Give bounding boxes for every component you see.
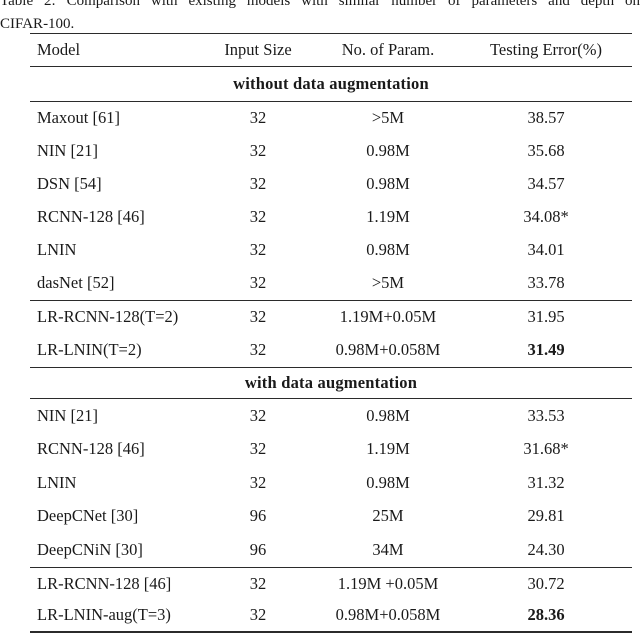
params-cell: 0.98M <box>366 174 410 194</box>
input-size-cell: 32 <box>249 108 267 128</box>
table-row: DeepCNiN [30] 96 34M 24.30 <box>30 533 632 567</box>
input-size-cell: 32 <box>249 605 267 624</box>
table-row: RCNN-128 [46] 32 1.19M 34.08* <box>30 201 632 234</box>
model-cell: LR-RCNN-128(T=2) <box>37 307 179 327</box>
input-size-cell: 32 <box>249 174 267 194</box>
params-cell: 0.98M+0.058M <box>335 340 441 360</box>
model-cell: LNIN <box>37 472 77 492</box>
table-top-rule <box>30 33 632 34</box>
params-cell: 0.98M <box>366 240 410 260</box>
table-caption-line1: Table 2: Comparison with existing models… <box>0 0 640 9</box>
table-row: dasNet [52] 32 >5M 33.78 <box>30 267 632 300</box>
model-cell: NIN [21] <box>37 141 98 161</box>
input-size-cell: 32 <box>249 207 267 227</box>
table-row: LNIN 32 0.98M 34.01 <box>30 234 632 267</box>
model-cell: RCNN-128 [46] <box>37 207 145 227</box>
header-error: Testing Error(%) <box>489 40 602 60</box>
error-cell: 35.68 <box>527 141 565 161</box>
header-model: Model <box>37 40 81 60</box>
input-size-cell: 32 <box>249 439 267 459</box>
model-cell: DeepCNet [30] <box>37 506 139 526</box>
error-cell: 34.08* <box>523 207 569 227</box>
table-row: LR-LNIN(T=2) 32 0.98M+0.058M 31.49 <box>30 334 632 367</box>
error-cell: 24.30 <box>527 539 565 559</box>
error-cell: 30.72 <box>527 573 565 593</box>
comparison-table: Model Input Size No. of Param. Testing E… <box>30 33 632 633</box>
error-cell: 31.32 <box>527 472 565 492</box>
error-cell: 34.57 <box>527 174 565 194</box>
table-row: LR-LNIN-aug(T=3) 32 0.98M+0.058M 28.36 <box>30 599 632 631</box>
input-size-cell: 32 <box>249 340 267 360</box>
error-cell: 31.68* <box>523 439 569 459</box>
params-cell: 1.19M +0.05M <box>337 573 439 593</box>
header-params: No. of Param. <box>341 40 435 60</box>
model-cell: Maxout [61] <box>37 108 120 128</box>
params-cell: >5M <box>371 273 405 293</box>
table-row: DSN [54] 32 0.98M 34.57 <box>30 168 632 201</box>
model-cell: DeepCNiN [30] <box>37 539 143 559</box>
table-row: LNIN 32 0.98M 31.32 <box>30 466 632 500</box>
section-title-without-aug: without data augmentation <box>233 73 429 93</box>
input-size-cell: 96 <box>249 506 267 526</box>
model-cell: LR-RCNN-128 [46] <box>37 573 172 593</box>
error-cell: 29.81 <box>527 506 565 526</box>
table-row: RCNN-128 [46] 32 1.19M 31.68* <box>30 432 632 466</box>
params-cell: 0.98M <box>366 141 410 161</box>
input-size-cell: 32 <box>249 240 267 260</box>
table-row: DeepCNet [30] 96 25M 29.81 <box>30 500 632 534</box>
table-row: LR-RCNN-128(T=2) 32 1.19M+0.05M 31.95 <box>30 301 632 334</box>
table-rule <box>30 100 632 102</box>
table-bottom-rule <box>30 630 632 633</box>
input-size-cell: 32 <box>249 307 267 327</box>
error-cell: 28.36 <box>527 605 565 624</box>
error-cell: 38.57 <box>527 108 565 128</box>
input-size-cell: 32 <box>249 273 267 293</box>
error-cell: 34.01 <box>527 240 565 260</box>
params-cell: 0.98M <box>366 472 410 492</box>
model-cell: NIN [21] <box>37 405 98 425</box>
params-cell: 0.98M+0.058M <box>335 605 441 624</box>
params-cell: 1.19M+0.05M <box>339 307 437 327</box>
table-rule <box>30 366 632 368</box>
params-cell: 0.98M <box>366 405 410 425</box>
section-title-with-aug: with data augmentation <box>244 372 418 392</box>
model-cell: RCNN-128 [46] <box>37 439 145 459</box>
params-cell: 34M <box>372 539 404 559</box>
input-size-cell: 32 <box>249 405 267 425</box>
model-cell: LR-LNIN-aug(T=3) <box>37 605 171 624</box>
table-caption-line2: CIFAR-100. <box>0 16 75 32</box>
error-cell: 33.78 <box>527 273 565 293</box>
table-header-row: Model Input Size No. of Param. Testing E… <box>30 34 632 66</box>
table-row: LR-RCNN-128 [46] 32 1.19M +0.05M 30.72 <box>30 568 632 600</box>
table-row: NIN [21] 32 0.98M 35.68 <box>30 135 632 168</box>
input-size-cell: 32 <box>249 472 267 492</box>
model-cell: dasNet [52] <box>37 273 115 293</box>
error-cell: 31.49 <box>527 340 565 360</box>
input-size-cell: 32 <box>249 141 267 161</box>
model-cell: LR-LNIN(T=2) <box>37 340 142 360</box>
table-rule <box>30 299 632 301</box>
table-row: Maxout [61] 32 >5M 38.57 <box>30 102 632 135</box>
params-cell: >5M <box>371 108 405 128</box>
error-cell: 31.95 <box>527 307 565 327</box>
params-cell: 1.19M <box>366 439 410 459</box>
table-rule <box>30 397 632 399</box>
params-cell: 1.19M <box>366 207 410 227</box>
table-rule <box>30 66 632 68</box>
params-cell: 25M <box>372 506 404 526</box>
error-cell: 33.53 <box>527 405 565 425</box>
table-rule <box>30 566 632 568</box>
table-row: NIN [21] 32 0.98M 33.53 <box>30 399 632 433</box>
model-cell: DSN [54] <box>37 174 102 194</box>
header-input-size: Input Size <box>224 40 292 60</box>
model-cell: LNIN <box>37 240 77 260</box>
input-size-cell: 96 <box>249 539 267 559</box>
input-size-cell: 32 <box>249 573 267 593</box>
